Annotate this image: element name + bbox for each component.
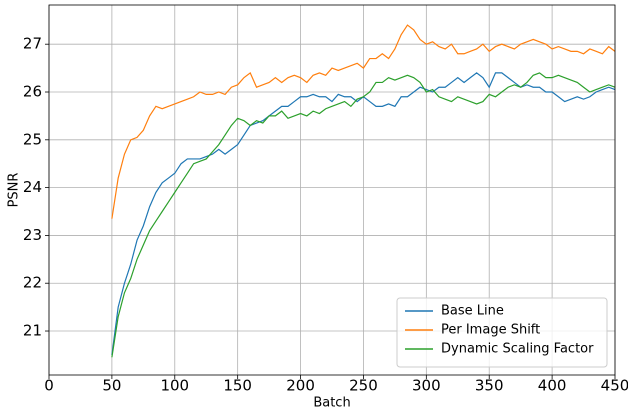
x-axis-label: Batch [313, 396, 350, 411]
x-tick-label: 300 [412, 377, 441, 395]
y-tick-label: 23 [23, 226, 42, 244]
x-tick-label: 0 [44, 377, 54, 395]
x-tick-label: 200 [286, 377, 315, 395]
x-tick-label: 250 [349, 377, 378, 395]
x-tick-label: 150 [223, 377, 252, 395]
y-tick-label: 27 [23, 35, 42, 53]
y-axis-label: PSNR [7, 173, 22, 208]
y-tick-label: 24 [23, 178, 42, 196]
legend-label: Per Image Shift [441, 323, 540, 338]
y-tick-label: 22 [23, 274, 42, 292]
y-tick-label: 26 [23, 83, 42, 101]
y-tick-label: 25 [23, 130, 42, 148]
legend-label: Base Line [441, 304, 504, 319]
plot-frame [48, 4, 616, 376]
x-tick-label: 400 [538, 377, 567, 395]
data-line [111, 24, 616, 219]
legend-box [396, 297, 608, 368]
data-line [111, 72, 616, 358]
x-tick-label: 100 [160, 377, 189, 395]
x-tick-label: 50 [102, 377, 121, 395]
y-tick-label: 21 [23, 322, 42, 340]
legend-label: Dynamic Scaling Factor [441, 342, 594, 357]
x-tick-label: 350 [475, 377, 504, 395]
x-tick-label: 450 [601, 377, 628, 395]
